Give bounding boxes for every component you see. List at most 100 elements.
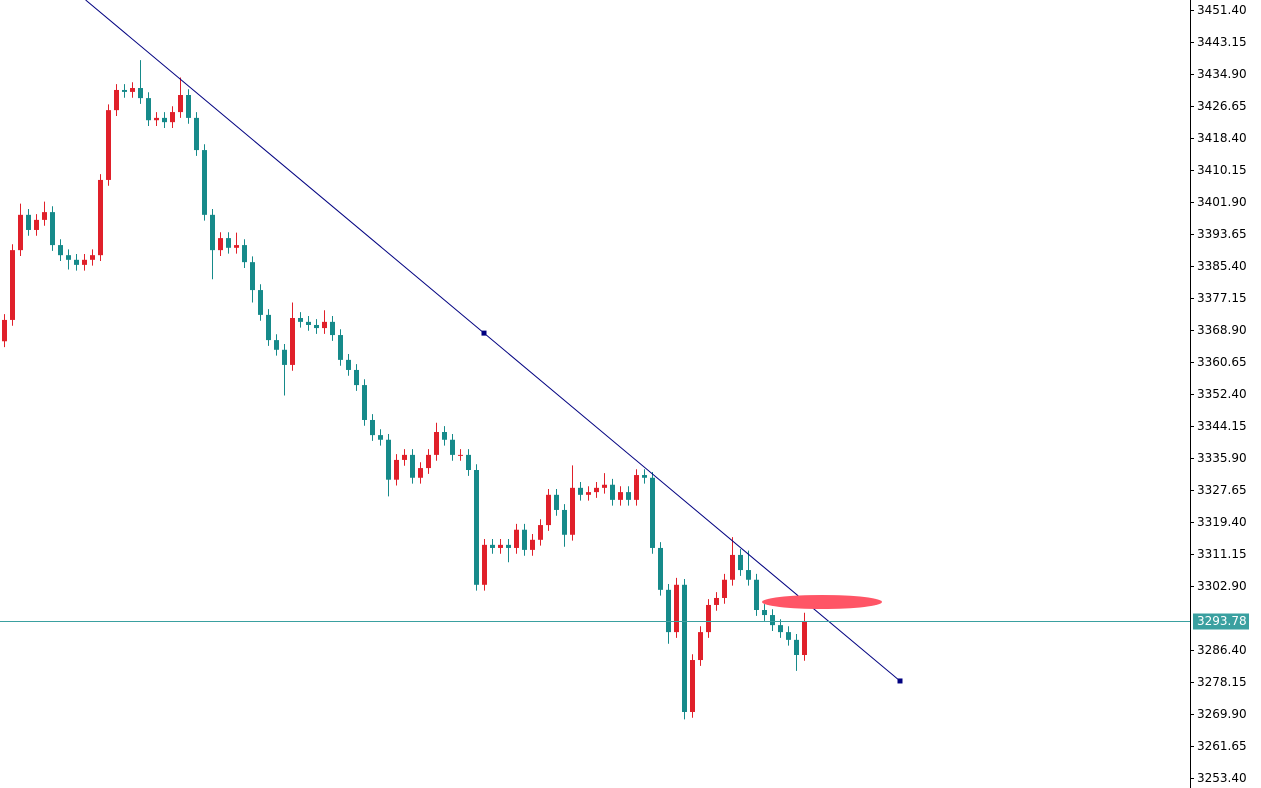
candle-body [618, 492, 623, 500]
y-tick-label: 3434.90 [1197, 67, 1247, 81]
candle-body [106, 110, 111, 180]
candle-body [450, 439, 455, 455]
candle-body [242, 245, 247, 263]
y-tick-label: 3377.15 [1197, 291, 1247, 305]
candle-body [250, 262, 255, 291]
candle-body [666, 589, 671, 633]
y-tick-label: 3311.15 [1197, 547, 1247, 561]
candle-body [418, 468, 423, 478]
candle-body [202, 150, 207, 215]
candle-body [722, 579, 727, 598]
candle-body [706, 604, 711, 633]
candle-body [730, 554, 735, 580]
candle-body [426, 454, 431, 469]
y-tick-label: 3410.15 [1197, 163, 1247, 177]
candle-body [754, 579, 759, 611]
candle-body [610, 484, 615, 500]
candle-body [562, 509, 567, 535]
candle-body [122, 89, 127, 92]
candle-body [354, 369, 359, 386]
current-price-box [1193, 613, 1249, 630]
candle-body [546, 494, 551, 526]
plot-area [0, 0, 1190, 720]
candle-body [530, 539, 535, 550]
candle-body [482, 544, 487, 585]
candle-body [258, 290, 263, 315]
candle-body [554, 494, 559, 510]
candle-body [178, 95, 183, 113]
candle-body [370, 419, 375, 436]
y-tick-label: 3335.90 [1197, 451, 1247, 465]
y-tick-label: 3261.65 [1197, 739, 1247, 753]
candle-body [290, 317, 295, 365]
candle-body [162, 117, 167, 123]
candle-body [266, 314, 271, 341]
y-tick-label: 3426.65 [1197, 99, 1247, 113]
candle-body [634, 475, 639, 500]
candle-body [130, 88, 135, 92]
y-tick-label: 3269.90 [1197, 707, 1247, 721]
candle-body [394, 459, 399, 480]
trend-anchor [481, 330, 487, 336]
candle-body [362, 385, 367, 420]
candle-body [490, 544, 495, 548]
trend-line [85, 0, 901, 682]
candle-body [770, 615, 775, 626]
candle-body [498, 544, 503, 548]
candle-body [442, 432, 447, 440]
candle-body [282, 349, 287, 365]
y-tick-label: 3278.15 [1197, 675, 1247, 689]
y-tick-label: 3302.90 [1197, 579, 1247, 593]
candle-body [674, 584, 679, 633]
candle-body [466, 454, 471, 471]
candle-body [586, 492, 591, 495]
candle-body [506, 544, 511, 548]
candle-body [714, 597, 719, 605]
current-price-label: 3293.78 [1197, 614, 1247, 628]
candle-body [226, 238, 231, 248]
candle-body [338, 335, 343, 360]
candle-body [682, 584, 687, 712]
candle-body [570, 487, 575, 535]
candle-body [642, 475, 647, 478]
candle-body [42, 212, 47, 220]
candle-body [802, 621, 807, 655]
y-tick-label: 3319.40 [1197, 515, 1247, 529]
highlight-marker [762, 595, 882, 609]
y-tick-label: 3393.65 [1197, 227, 1247, 241]
y-tick-label: 3344.15 [1197, 419, 1247, 433]
y-tick-label: 3327.65 [1197, 483, 1247, 497]
candle-body [98, 179, 103, 256]
y-tick-label: 3385.40 [1197, 259, 1247, 273]
candle-body [194, 117, 199, 151]
candle-body [2, 319, 7, 342]
candle-body [186, 95, 191, 118]
candle-body [34, 219, 39, 230]
candle-body [378, 435, 383, 440]
candle-body [138, 88, 143, 99]
candle-body [146, 98, 151, 121]
y-tick-label: 3360.65 [1197, 355, 1247, 369]
candle-body [74, 259, 79, 265]
candle-body [474, 470, 479, 585]
candle-body [50, 212, 55, 246]
candle-body [210, 214, 215, 251]
candle-body [82, 259, 87, 265]
candle-body [90, 255, 95, 260]
candle-body [410, 454, 415, 478]
y-tick-label: 3253.40 [1197, 771, 1247, 785]
trend-anchor [897, 678, 903, 684]
candle-body [298, 317, 303, 322]
candle-body [18, 214, 23, 251]
candle-body [154, 117, 159, 121]
candle-body [738, 554, 743, 571]
candle-body [170, 112, 175, 123]
candle-body [330, 321, 335, 336]
candle-body [746, 570, 751, 580]
candle-body [10, 250, 15, 320]
candle-body [114, 89, 119, 111]
candle-body [514, 529, 519, 548]
candle-body [434, 432, 439, 455]
candle-body [234, 245, 239, 248]
candle-body [522, 529, 527, 550]
